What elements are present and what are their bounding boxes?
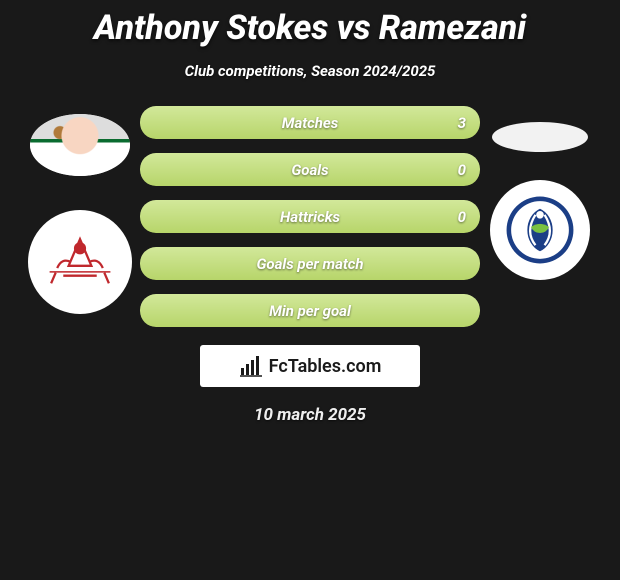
- stat-label: Hattricks: [140, 200, 480, 233]
- player-avatar-left: [30, 114, 130, 176]
- page-subtitle: Club competitions, Season 2024/2025: [0, 62, 620, 80]
- stat-value-right: 0: [458, 153, 466, 186]
- stat-label: Matches: [140, 106, 480, 139]
- stats-bars: Matches 3 Goals 0 Hattricks 0 Goals per …: [140, 106, 480, 327]
- stat-label: Goals: [140, 153, 480, 186]
- tractor-logo-icon: [42, 224, 118, 300]
- right-column: [480, 106, 600, 280]
- footer-date: 10 march 2025: [0, 405, 620, 425]
- left-column: [20, 106, 140, 314]
- player-image-left: [30, 114, 130, 176]
- stat-value-right: 3: [458, 106, 466, 139]
- stat-bar-hattricks: Hattricks 0: [140, 200, 480, 233]
- page-title: Anthony Stokes vs Ramezani: [0, 0, 620, 48]
- stat-value-right: 0: [458, 200, 466, 233]
- site-label: FcTables.com: [269, 356, 382, 377]
- stat-label: Min per goal: [140, 294, 480, 327]
- stat-bar-goals-per-match: Goals per match: [140, 247, 480, 280]
- stat-bar-min-per-goal: Min per goal: [140, 294, 480, 327]
- malavan-logo-icon: [502, 192, 578, 268]
- team-logo-right: [490, 180, 590, 280]
- player-avatar-right: [492, 122, 588, 152]
- stat-bar-goals: Goals 0: [140, 153, 480, 186]
- site-badge[interactable]: FcTables.com: [200, 345, 420, 387]
- stat-bar-matches: Matches 3: [140, 106, 480, 139]
- main-row: Matches 3 Goals 0 Hattricks 0 Goals per …: [0, 106, 620, 327]
- team-logo-left: [28, 210, 132, 314]
- barchart-icon: [239, 354, 263, 378]
- stat-label: Goals per match: [140, 247, 480, 280]
